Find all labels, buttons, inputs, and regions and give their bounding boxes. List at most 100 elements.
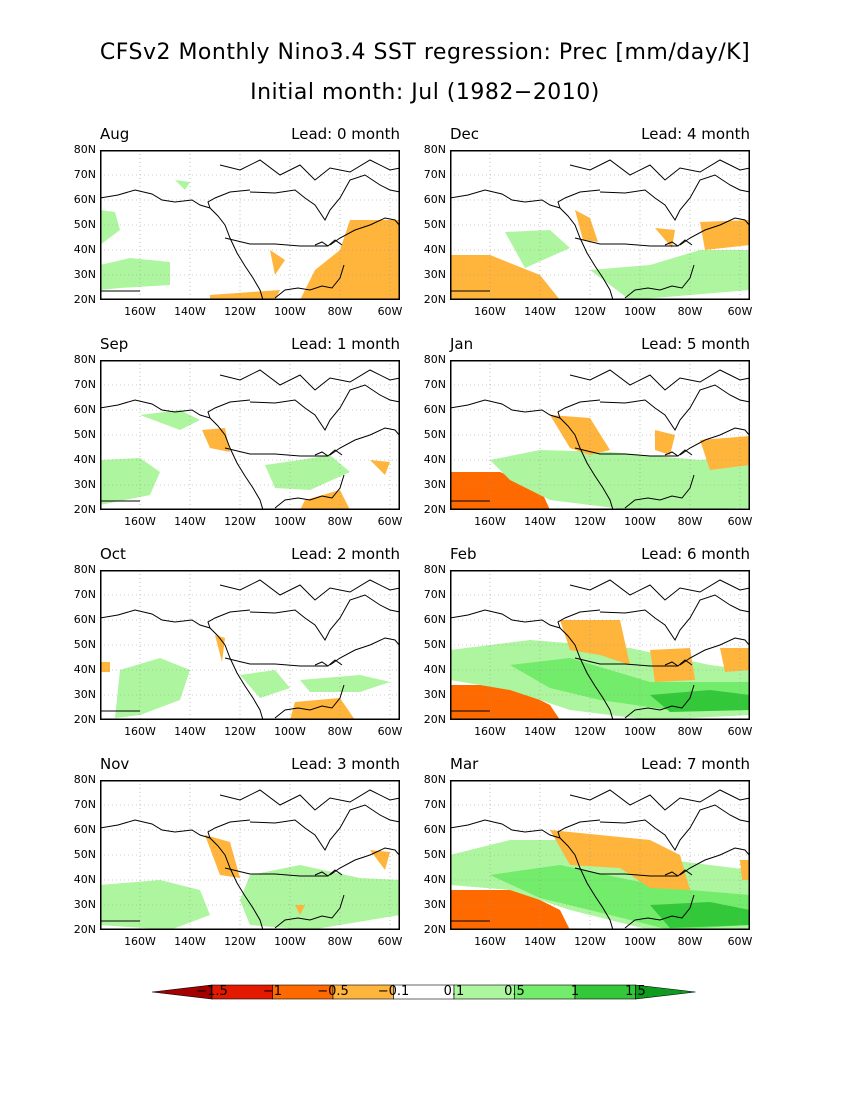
coastline (569, 579, 750, 601)
lon-tick-label: 160W (124, 725, 156, 738)
colorbar-label: 0.5 (504, 984, 525, 999)
coastline (219, 369, 400, 391)
colorbar-label: 1.5 (625, 984, 646, 999)
coastline (624, 894, 695, 929)
lon-tick-label: 80W (677, 935, 703, 948)
panel-lead-label: Lead: 7 month (641, 755, 750, 773)
coastline (557, 609, 601, 629)
lon-tick-label: 140W (174, 935, 206, 948)
coastline (219, 159, 400, 181)
regression-map (450, 570, 750, 720)
coastline (219, 579, 400, 601)
lon-tick-label: 100W (274, 725, 306, 738)
lat-tick-label: 80N (423, 563, 446, 576)
coastline (679, 847, 750, 876)
colorbar-segment (635, 984, 696, 1000)
anomaly-region (265, 455, 350, 490)
lat-tick-label: 60N (73, 193, 96, 206)
lon-tick-label: 140W (524, 935, 556, 948)
anomaly-region (700, 436, 750, 470)
lat-tick-label: 80N (73, 353, 96, 366)
lat-tick-label: 20N (423, 713, 446, 726)
anomaly-region (370, 460, 390, 475)
lat-tick-label: 80N (73, 563, 96, 576)
lon-tick-label: 100W (624, 935, 656, 948)
lat-tick-label: 60N (73, 613, 96, 626)
coastline (224, 237, 328, 247)
lon-tick-label: 80W (327, 515, 353, 528)
colorbar-label: 0.1 (443, 984, 465, 999)
lat-tick-label: 70N (73, 168, 96, 181)
coastline (249, 174, 400, 221)
coastline (599, 174, 750, 221)
coastline (557, 399, 601, 419)
panel-month-label: Mar (450, 755, 479, 773)
lon-tick-label: 120W (224, 515, 256, 528)
lon-tick-label: 140W (524, 725, 556, 738)
lon-tick-label: 160W (474, 305, 506, 318)
colorbar-label: −0.5 (317, 984, 349, 999)
lat-tick-label: 40N (73, 873, 96, 886)
figure-subtitle: Initial month: Jul (1982−2010) (250, 80, 600, 105)
anomaly-region (140, 410, 200, 430)
lon-tick-label: 80W (677, 305, 703, 318)
figure-title: CFSv2 Monthly Nino3.4 SST regression: Pr… (99, 40, 751, 65)
lat-tick-label: 20N (423, 503, 446, 516)
colorbar-label: 1 (570, 984, 580, 999)
lon-tick-label: 160W (124, 305, 156, 318)
lon-tick-label: 60W (377, 935, 403, 948)
anomaly-region (550, 830, 690, 890)
lat-tick-label: 20N (423, 293, 446, 306)
panel-lead-label: Lead: 6 month (641, 545, 750, 563)
coastline (624, 264, 695, 299)
anomaly-region (205, 835, 240, 878)
lon-tick-label: 60W (727, 515, 753, 528)
lon-tick-label: 60W (377, 305, 403, 318)
coastline (569, 789, 750, 811)
lon-tick-label: 160W (474, 935, 506, 948)
coastline (249, 384, 400, 431)
lon-tick-label: 80W (327, 725, 353, 738)
lat-tick-label: 80N (73, 773, 96, 786)
regression-map (100, 780, 400, 930)
lon-tick-label: 140W (174, 515, 206, 528)
lat-tick-label: 50N (73, 428, 96, 441)
coastline (329, 427, 400, 456)
lat-tick-label: 80N (423, 143, 446, 156)
lat-tick-label: 60N (73, 403, 96, 416)
lat-tick-label: 50N (423, 848, 446, 861)
lon-tick-label: 100W (624, 515, 656, 528)
lon-tick-label: 60W (377, 725, 403, 738)
lon-tick-label: 120W (224, 305, 256, 318)
lat-tick-label: 40N (73, 663, 96, 676)
lat-tick-label: 50N (73, 848, 96, 861)
coastline (569, 159, 750, 181)
anomaly-region (100, 880, 210, 930)
coastline (207, 189, 251, 209)
anomaly-region (202, 428, 230, 452)
lat-tick-label: 70N (423, 588, 446, 601)
anomaly-region (550, 415, 610, 455)
coastline (207, 609, 251, 629)
lon-tick-label: 140W (524, 305, 556, 318)
lat-tick-label: 50N (423, 638, 446, 651)
anomaly-region (300, 675, 390, 692)
panel-month-label: Feb (450, 545, 477, 563)
lon-tick-label: 120W (574, 725, 606, 738)
lon-tick-label: 80W (677, 725, 703, 738)
panel-month-label: Aug (100, 125, 130, 143)
lat-tick-label: 30N (423, 268, 446, 281)
anomaly-region (240, 865, 400, 930)
lat-tick-label: 30N (423, 898, 446, 911)
lat-tick-label: 50N (423, 428, 446, 441)
lat-tick-label: 30N (73, 898, 96, 911)
panel-lead-label: Lead: 3 month (291, 755, 400, 773)
lon-tick-label: 80W (677, 515, 703, 528)
lat-tick-label: 60N (423, 193, 446, 206)
lat-tick-label: 20N (73, 293, 96, 306)
lon-tick-label: 100W (274, 305, 306, 318)
regression-map (450, 780, 750, 930)
lon-tick-label: 160W (474, 725, 506, 738)
lat-tick-label: 70N (73, 378, 96, 391)
coastline (207, 819, 251, 839)
